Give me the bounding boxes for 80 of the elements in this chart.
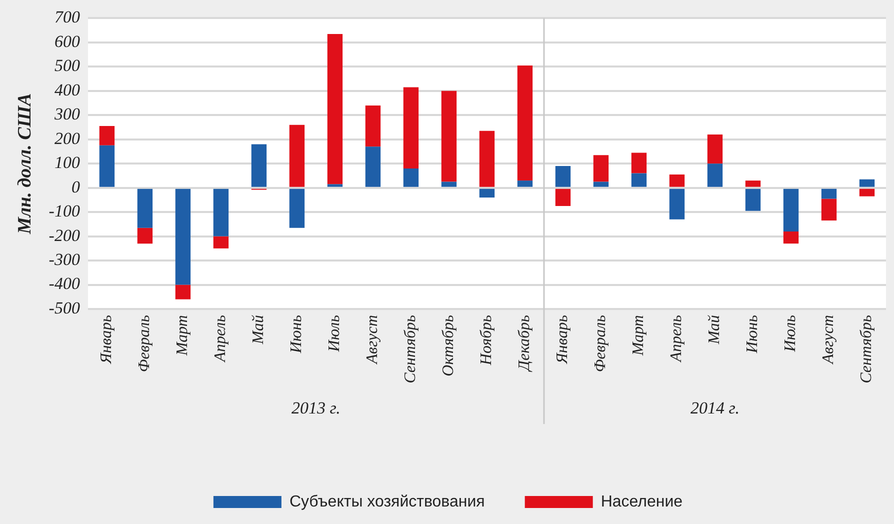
x-tick-label: Май <box>706 315 724 346</box>
x-tick-label: Март <box>174 315 192 356</box>
legend-label: Население <box>600 493 683 510</box>
x-tick-label: Февраль <box>136 315 154 372</box>
bar <box>593 182 609 187</box>
y-tick-label: -100 <box>48 202 80 221</box>
bar <box>365 146 381 187</box>
bar <box>213 188 229 236</box>
y-tick-label: 700 <box>54 8 80 27</box>
bar <box>479 188 495 198</box>
x-tick-label: Декабрь <box>516 315 534 373</box>
bar <box>137 188 153 228</box>
x-tick-label: Июнь <box>288 315 306 354</box>
bar <box>175 284 191 300</box>
x-tick-label: Апрель <box>668 315 686 363</box>
bar <box>441 182 457 187</box>
x-tick-label: Январь <box>554 315 572 365</box>
bar <box>631 152 647 174</box>
y-tick-label: 300 <box>53 104 80 124</box>
bar <box>289 124 305 187</box>
bar <box>745 180 761 187</box>
y-tick-label: -400 <box>48 274 80 294</box>
bar <box>517 65 533 181</box>
x-tick-label: Сентябрь <box>402 315 420 384</box>
x-tick-label: Январь <box>98 315 116 365</box>
bar <box>631 173 647 187</box>
x-tick-label: Октябрь <box>440 315 458 376</box>
bar <box>859 188 875 196</box>
bar <box>593 155 609 182</box>
x-tick-label: Август <box>364 315 382 365</box>
text: 2013 г. <box>292 398 340 418</box>
y-tick-label: 600 <box>54 32 80 51</box>
x-tick-label: Июль <box>782 315 800 353</box>
bar <box>99 126 115 146</box>
bar <box>783 188 799 232</box>
bar <box>441 90 457 182</box>
bar <box>137 228 153 244</box>
x-tick-label: Ноябрь <box>478 315 496 366</box>
y-tick-label: -500 <box>48 298 80 318</box>
x-tick-label: Июль <box>326 315 344 353</box>
bar <box>669 188 685 220</box>
bar <box>555 166 571 187</box>
x-tick-label: Март <box>630 315 648 356</box>
bar <box>365 105 381 147</box>
bar <box>327 184 343 187</box>
x-tick-label: Сентябрь <box>858 315 876 384</box>
bar <box>821 188 837 199</box>
bar <box>859 179 875 187</box>
x-tick-label: Май <box>250 315 268 346</box>
legend-label: Субъекты хозяйствования <box>289 493 485 510</box>
x-tick-label: Июнь <box>744 315 762 354</box>
y-tick-label: 500 <box>54 56 80 76</box>
bar <box>745 188 761 211</box>
bar <box>555 188 571 206</box>
bar <box>517 180 533 187</box>
bar <box>707 134 723 164</box>
x-tick-label: Август <box>820 315 838 365</box>
bar <box>707 164 723 187</box>
y-tick-label: 200 <box>54 128 80 148</box>
bar <box>175 188 191 285</box>
bar <box>99 145 115 187</box>
y-axis-title: Млн. долл. США <box>14 93 36 236</box>
bar <box>783 231 799 244</box>
y-tick-label: 400 <box>54 80 80 100</box>
x-tick-label: Февраль <box>592 315 610 372</box>
y-tick-label: -300 <box>48 250 80 269</box>
y-tick-label: -200 <box>48 226 80 245</box>
bar <box>821 198 837 221</box>
bar <box>403 87 419 168</box>
bar <box>327 34 343 184</box>
text: 2014 г. <box>690 398 740 418</box>
bar <box>669 174 685 187</box>
bar <box>479 130 495 187</box>
bar <box>251 144 267 187</box>
y-tick-label: 100 <box>54 153 80 172</box>
bar <box>403 168 419 187</box>
bar <box>213 236 229 248</box>
x-tick-label: Апрель <box>212 315 230 363</box>
bar <box>289 188 305 228</box>
y-tick-label: 0 <box>71 177 80 196</box>
